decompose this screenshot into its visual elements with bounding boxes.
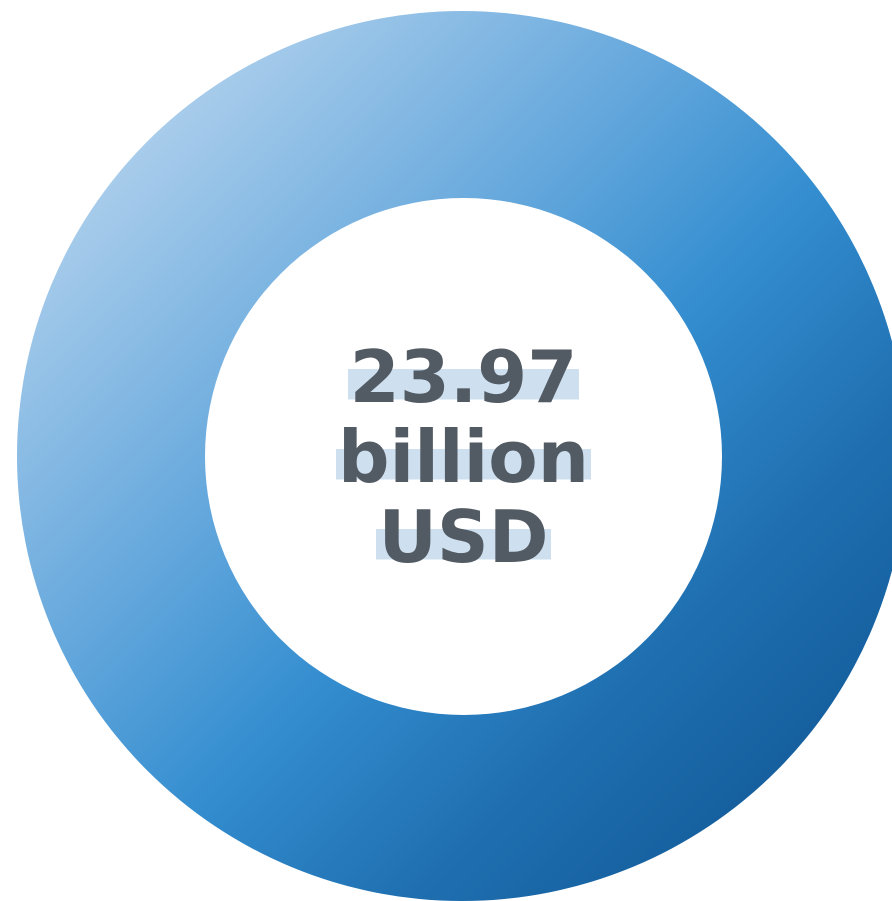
metric-label: 23.97 billion USD xyxy=(205,198,722,715)
metric-unit-billion: billion xyxy=(336,414,591,499)
metric-unit-currency: USD xyxy=(376,494,551,579)
metric-value: 23.97 xyxy=(347,334,580,419)
